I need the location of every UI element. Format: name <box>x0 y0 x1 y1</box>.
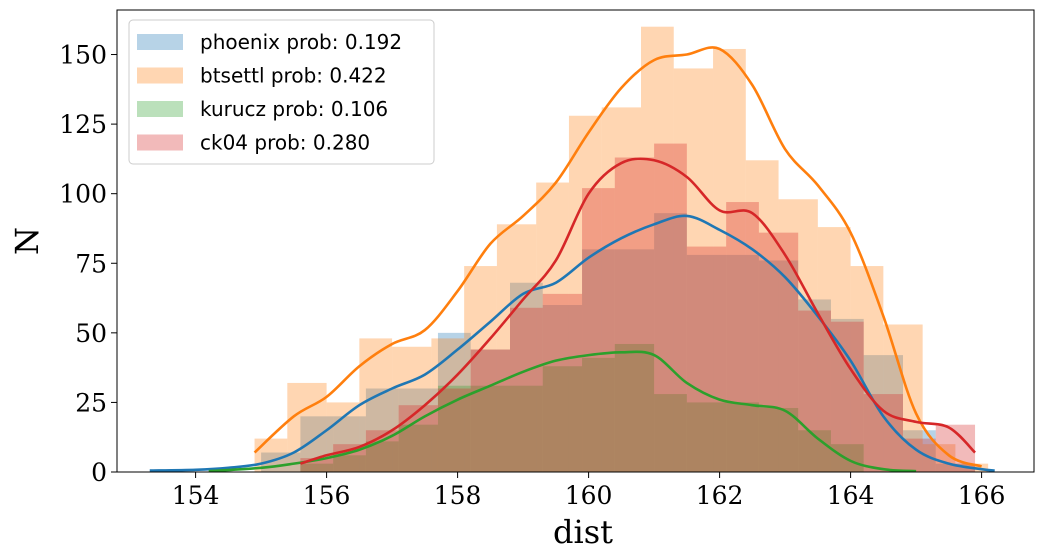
x-tick-label: 164 <box>827 481 875 510</box>
kde-line-2 <box>208 350 917 473</box>
y-tick-label: 25 <box>75 388 107 417</box>
y-tick-label: 100 <box>59 180 107 209</box>
hist-bar <box>496 224 537 472</box>
legend-label: kurucz prob: 0.106 <box>200 97 388 121</box>
hist-bar <box>935 463 976 472</box>
kde-line-1 <box>253 46 983 468</box>
hist-bar <box>300 463 334 472</box>
legend: phoenix prob: 0.192 btsettl prob: 0.422 ku… <box>128 19 435 165</box>
hist-bar <box>542 293 583 472</box>
hist-bar <box>726 254 759 472</box>
hist-bar <box>333 416 366 472</box>
hist-bar <box>726 202 759 473</box>
hist-bar <box>542 366 583 472</box>
legend-swatch <box>137 34 183 50</box>
hist-bar <box>726 402 759 472</box>
legend-swatch <box>137 101 183 117</box>
x-tick-label: 154 <box>172 481 220 510</box>
y-tick-label: 125 <box>59 110 107 139</box>
hist-bar <box>542 305 583 472</box>
hist-bar <box>758 260 799 472</box>
hist-bar <box>614 249 655 472</box>
legend-swatch <box>137 134 183 151</box>
hist-bar <box>398 424 438 472</box>
hist-bar <box>686 246 727 472</box>
hist-bar <box>582 357 615 472</box>
x-tick-label: 166 <box>958 481 1006 510</box>
legend-label: ck04 prob: 0.280 <box>200 131 370 155</box>
x-tick-label: 158 <box>434 481 482 510</box>
hist-bar <box>510 307 543 472</box>
y-axis-ticks: 0 25 50 75 100 125 150 <box>59 41 117 487</box>
hist-bar <box>614 157 655 472</box>
hist-bar <box>922 444 956 472</box>
hist-bar <box>470 385 510 472</box>
hist-bar <box>817 227 851 472</box>
hist-bar <box>798 310 831 472</box>
hist-bar <box>641 26 674 473</box>
y-tick-label: 150 <box>59 41 107 70</box>
legend-swatch <box>137 67 183 84</box>
hist-bar <box>470 349 510 472</box>
hist-bar <box>778 199 818 473</box>
y-tick-label: 50 <box>75 319 107 348</box>
x-tick-label: 162 <box>696 481 744 510</box>
hist-bar <box>758 407 799 472</box>
hist-bar <box>863 355 903 472</box>
hist-bar <box>464 266 497 472</box>
hist-bar <box>582 249 615 472</box>
x-axis-ticks: 154 156 158 160 162 164 166 <box>172 472 1006 510</box>
series-bars-2 <box>300 343 864 472</box>
hist-bar <box>326 402 360 472</box>
y-tick-label: 0 <box>91 458 107 487</box>
kde-line-3 <box>300 157 976 465</box>
series-bars-3 <box>300 143 976 473</box>
series-bars-0 <box>261 213 976 472</box>
hist-bar <box>686 402 727 472</box>
hist-bar <box>614 343 655 472</box>
hist-bar <box>601 107 641 472</box>
hist-bar <box>686 254 727 472</box>
hist-bar <box>398 388 438 472</box>
y-axis-label: N <box>8 227 46 255</box>
hist-bar <box>510 282 543 472</box>
hist-bar <box>333 455 366 472</box>
hist-bar <box>883 324 923 472</box>
hist-bar <box>654 143 687 472</box>
hist-bar <box>510 385 543 472</box>
hist-bar <box>582 188 615 472</box>
hist-bar <box>673 68 714 472</box>
y-tick-label: 75 <box>75 249 107 278</box>
hist-bar <box>568 115 602 472</box>
hist-bar <box>654 213 687 472</box>
x-tick-label: 160 <box>565 481 613 510</box>
plot-frame <box>116 9 1035 473</box>
hist-bar <box>392 346 432 472</box>
legend-label: btsettl prob: 0.422 <box>200 64 387 88</box>
legend-label: phoenix prob: 0.192 <box>200 30 402 54</box>
x-tick-label: 156 <box>303 481 351 510</box>
kde-lines <box>149 46 995 473</box>
hist-bar <box>470 349 510 472</box>
x-axis-label: dist <box>553 513 613 551</box>
hist-bar <box>654 394 687 472</box>
hist-bar <box>398 405 438 472</box>
legend-box <box>128 19 435 165</box>
hist-bar <box>536 182 569 473</box>
